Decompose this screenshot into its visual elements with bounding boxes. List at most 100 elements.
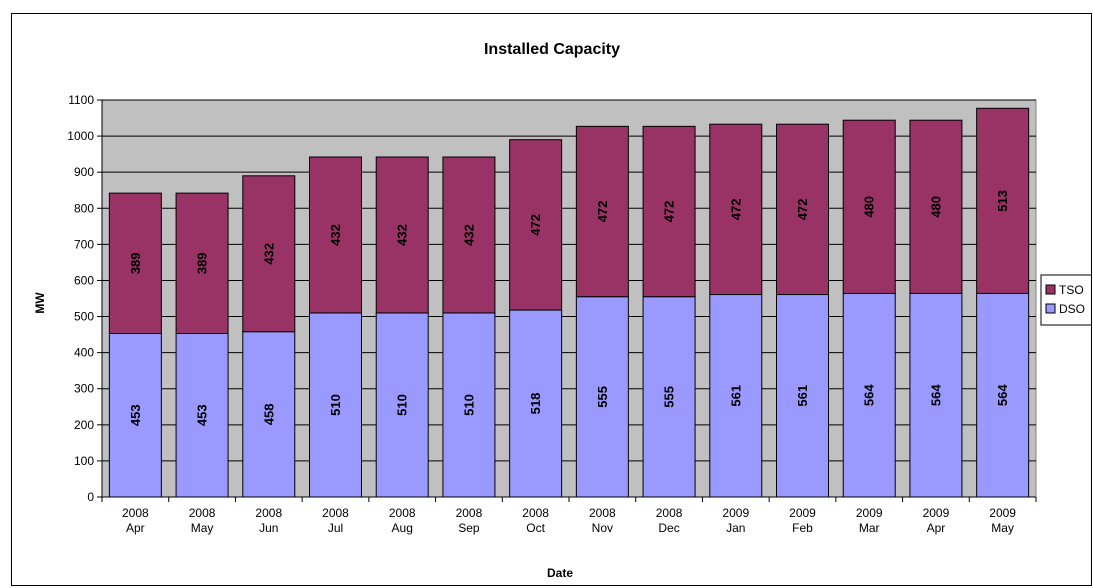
data-label-dso: 555 <box>595 386 610 408</box>
data-label-tso: 513 <box>995 190 1010 212</box>
x-tick-label-year: 2009 <box>722 506 749 520</box>
y-tick-label: 900 <box>74 165 94 179</box>
y-tick-label: 400 <box>74 346 94 360</box>
x-tick-label-year: 2009 <box>989 506 1016 520</box>
y-tick-label: 300 <box>74 382 94 396</box>
x-tick-label-year: 2008 <box>255 506 282 520</box>
data-label-dso: 453 <box>195 404 210 426</box>
x-tick-label-month: Jul <box>328 521 343 535</box>
x-tick-label-month: May <box>991 521 1014 535</box>
bar-tso <box>642 125 696 298</box>
y-tick-label: 700 <box>74 237 94 251</box>
y-tick-label: 800 <box>74 201 94 215</box>
stacked-bar-chart: Installed Capacity MW Date 0 100 200 300 400… <box>33 41 1091 580</box>
bar-dso <box>175 333 229 498</box>
data-label-dso: 564 <box>862 384 877 406</box>
bar-tso <box>509 139 563 311</box>
x-tick-label-year: 2009 <box>856 506 883 520</box>
x-tick-label-month: Mar <box>859 521 880 535</box>
legend-swatch-dso <box>1045 303 1056 314</box>
x-tick-label-year: 2008 <box>456 506 483 520</box>
x-tick-label-year: 2009 <box>789 506 816 520</box>
y-tick-label: 0 <box>87 490 94 504</box>
data-label-dso: 561 <box>728 385 743 407</box>
x-tick-label-year: 2008 <box>522 506 549 520</box>
bar-dso <box>642 296 696 498</box>
data-label-tso: 472 <box>662 201 677 223</box>
data-label-tso: 480 <box>928 196 943 218</box>
x-tick-label-month: Jun <box>259 521 278 535</box>
bar-dso <box>509 309 563 498</box>
x-axis-title: Date <box>547 566 573 580</box>
y-tick-label: 500 <box>74 310 94 324</box>
legend-label-dso: DSO <box>1059 302 1085 316</box>
bar-dso <box>709 294 763 498</box>
data-label-dso: 510 <box>328 394 343 416</box>
data-label-tso: 472 <box>528 214 543 236</box>
y-tick-label: 1100 <box>68 93 94 107</box>
x-tick-label-month: Apr <box>927 521 946 535</box>
bar-dso <box>909 292 963 498</box>
plot-area: 0 100 200 300 400 500 600 700 800 900 1000 1100 453 3… <box>67 93 1037 535</box>
data-label-dso: 510 <box>461 394 476 416</box>
x-tick-label-month: Aug <box>392 521 413 535</box>
bar-tso <box>175 192 229 335</box>
data-label-dso: 518 <box>528 393 543 415</box>
bar-dso <box>309 312 362 498</box>
data-label-tso: 389 <box>195 252 210 274</box>
x-tick-label-year: 2008 <box>189 506 216 520</box>
x-tick-label-year: 2008 <box>389 506 416 520</box>
data-label-tso: 472 <box>728 199 743 221</box>
legend: TSO DSO <box>1040 274 1091 326</box>
bar-tso <box>909 119 963 294</box>
x-tick-label-month: Oct <box>526 521 545 535</box>
x-tick-label-year: 2008 <box>122 506 149 520</box>
bar-dso <box>842 292 896 498</box>
x-tick-label-month: Feb <box>792 521 813 535</box>
data-label-dso: 458 <box>261 404 276 426</box>
bar-tso <box>242 175 296 333</box>
x-tick-label-month: Nov <box>592 521 613 535</box>
chart-title: Installed Capacity <box>484 41 620 58</box>
y-tick-label: 100 <box>74 454 94 468</box>
data-label-tso: 432 <box>395 224 410 246</box>
data-label-dso: 510 <box>395 394 410 416</box>
bar-tso <box>108 192 162 335</box>
data-label-tso: 389 <box>128 252 143 274</box>
plot-background <box>101 99 1037 498</box>
data-label-dso: 555 <box>662 386 677 408</box>
bar-tso <box>709 123 763 296</box>
y-tick-label: 200 <box>74 418 94 432</box>
x-tick-label-month: May <box>191 521 214 535</box>
data-label-dso: 564 <box>928 384 943 406</box>
bar-tso <box>309 156 362 314</box>
y-axis-title: MW <box>33 292 47 314</box>
data-label-dso: 564 <box>995 384 1010 406</box>
legend-label-tso: TSO <box>1059 283 1084 297</box>
x-tick-label-month: Sep <box>458 521 480 535</box>
bar-tso <box>375 156 429 314</box>
y-tick-label: 600 <box>74 273 94 287</box>
data-label-tso: 432 <box>261 243 276 265</box>
x-tick-label-month: Jan <box>726 521 745 535</box>
bar-dso <box>442 312 496 498</box>
bar-dso <box>776 294 829 498</box>
x-tick-label-year: 2009 <box>923 506 950 520</box>
x-tick-label-year: 2008 <box>589 506 616 520</box>
data-label-tso: 472 <box>795 199 810 221</box>
bar-tso <box>442 156 496 314</box>
bar-dso <box>242 331 296 498</box>
data-label-tso: 472 <box>595 201 610 223</box>
data-label-tso: 480 <box>862 196 877 218</box>
x-tick-label-month: Apr <box>126 521 145 535</box>
bar-tso <box>776 123 829 296</box>
bar-tso <box>575 125 629 298</box>
data-label-dso: 453 <box>128 404 143 426</box>
bar-dso <box>375 312 429 498</box>
x-tick-label-year: 2008 <box>656 506 683 520</box>
bar-dso <box>575 296 629 498</box>
legend-swatch-tso <box>1045 284 1056 295</box>
x-tick-label-year: 2008 <box>322 506 349 520</box>
chart-frame: Installed Capacity MW Date 0 100 200 300 400… <box>11 13 1092 586</box>
bar-tso <box>976 107 1030 294</box>
